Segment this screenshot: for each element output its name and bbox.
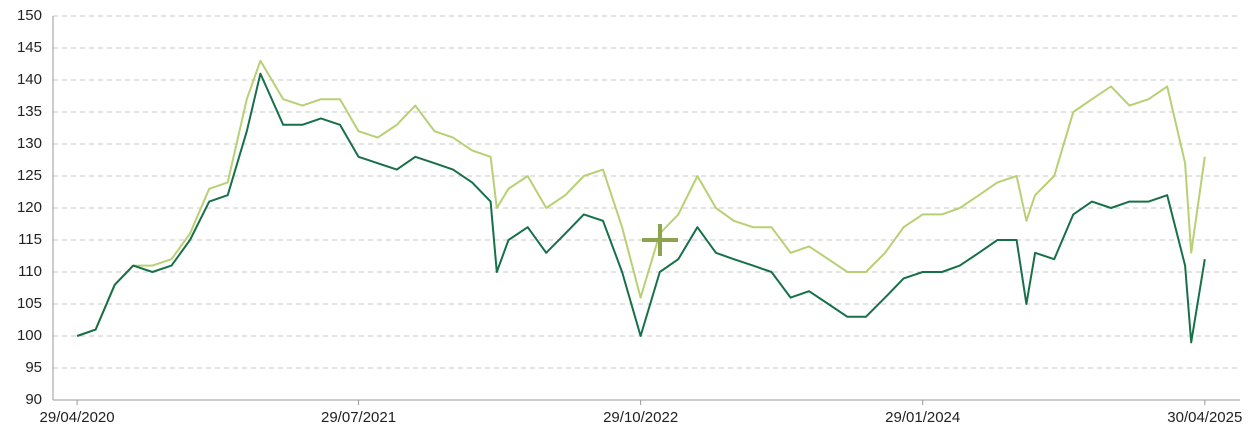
cursor-cross (642, 224, 678, 256)
y-tick-label: 105 (17, 295, 42, 312)
x-tick-label: 30/04/2025 (1167, 409, 1242, 426)
series-line (76, 59, 1206, 337)
y-tick-label: 90 (25, 391, 42, 408)
y-tick-label: 130 (17, 135, 42, 152)
y-tick-label: 100 (17, 327, 42, 344)
x-tick-label: 29/10/2022 (603, 409, 678, 426)
y-tick-label: 120 (17, 199, 42, 216)
x-tick-label: 29/01/2024 (885, 409, 960, 426)
y-tick-label: 140 (17, 71, 42, 88)
x-tick-label: 29/07/2021 (321, 409, 396, 426)
y-tick-label: 95 (25, 359, 42, 376)
series-line (76, 72, 1206, 344)
y-tick-label: 135 (17, 103, 42, 120)
y-tick-label: 150 (17, 7, 42, 24)
y-tick-label: 145 (17, 39, 42, 56)
y-tick-label: 115 (18, 231, 42, 248)
plot: 90 95 100 105 110 115 120 125 130 135 140 145 150 29/… (17, 7, 1242, 426)
y-tick-label: 125 (17, 167, 42, 184)
x-tick-label: 29/04/2020 (40, 409, 115, 426)
y-tick-label: 110 (18, 263, 42, 280)
